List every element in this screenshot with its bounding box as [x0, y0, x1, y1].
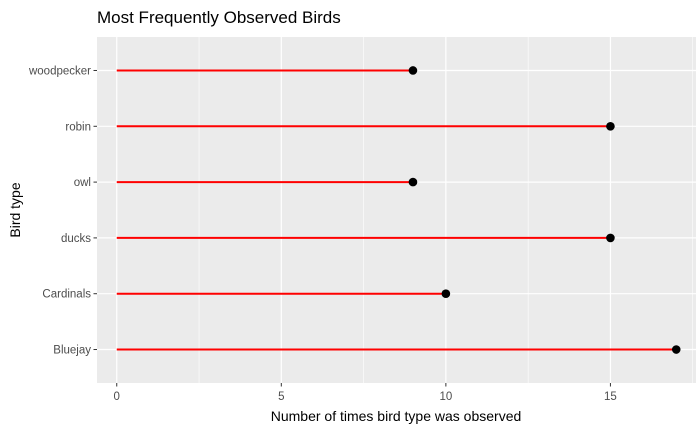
- point-owl: [408, 177, 418, 187]
- point-ducks: [606, 233, 615, 243]
- x-tick-label: 0: [114, 391, 120, 403]
- y-tick-label: robin: [65, 121, 91, 133]
- y-tick-label: ducks: [61, 233, 91, 245]
- chart-title: Most Frequently Observed Birds: [97, 8, 341, 27]
- x-axis-title: Number of times bird type was observed: [271, 408, 522, 424]
- x-tick-label: 5: [278, 391, 284, 403]
- y-tick-label: Bluejay: [53, 345, 91, 357]
- y-tick-label: Cardinals: [42, 289, 91, 301]
- x-tick-label: 15: [604, 391, 617, 403]
- x-axis: 0 5 10 15: [114, 383, 617, 403]
- lollipop-stems: [116, 69, 677, 351]
- point-woodpecker: [408, 66, 418, 75]
- y-axis: Bluejay Cardinals ducks owl robin woodpecker: [28, 65, 97, 357]
- x-tick-label: 10: [439, 391, 452, 403]
- point-robin: [606, 121, 615, 131]
- minor-gridlines: [198, 37, 694, 383]
- y-tick-label: owl: [74, 177, 91, 189]
- point-cardinals: [441, 289, 451, 299]
- lollipop-points: [408, 66, 681, 354]
- y-tick-label: woodpecker: [28, 65, 91, 77]
- plot-panel: [97, 37, 696, 383]
- y-axis-title: Bird type: [7, 182, 23, 237]
- point-bluejay: [671, 345, 681, 354]
